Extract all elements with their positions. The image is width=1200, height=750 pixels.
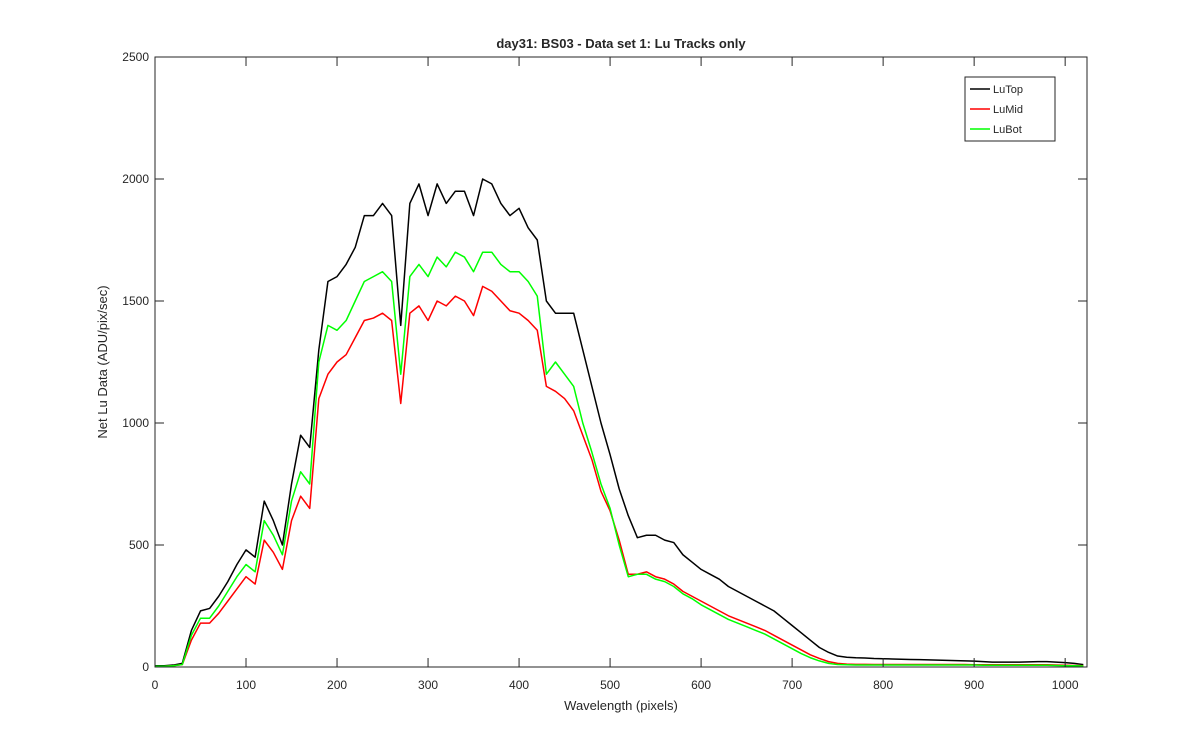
legend-label: LuTop: [993, 84, 1023, 96]
plot-area: [155, 178, 1084, 667]
y-tick-label: 2500: [122, 50, 149, 64]
x-tick-label: 700: [782, 678, 802, 692]
series-line: [155, 178, 1084, 667]
x-tick-label: 500: [600, 678, 620, 692]
x-tick-label: 400: [509, 678, 529, 692]
x-tick-label: 900: [964, 678, 984, 692]
y-axis-label: Net Lu Data (ADU/pix/sec): [95, 285, 110, 438]
y-tick-label: 1500: [122, 294, 149, 308]
y-tick-label: 2000: [122, 172, 149, 186]
x-tick-label: 0: [152, 678, 159, 692]
legend-label: LuBot: [993, 124, 1022, 136]
x-tick-label: 300: [418, 678, 438, 692]
y-tick-label: 1000: [122, 416, 149, 430]
x-tick-label: 100: [236, 678, 256, 692]
chart-title: day31: BS03 - Data set 1: Lu Tracks only: [496, 36, 746, 51]
x-tick-label: 800: [873, 678, 893, 692]
y-tick-label: 0: [142, 660, 149, 674]
legend-label: LuMid: [993, 104, 1023, 116]
x-tick-label: 600: [691, 678, 711, 692]
y-tick-label: 500: [129, 538, 149, 552]
x-tick-label: 200: [327, 678, 347, 692]
x-axis-label: Wavelength (pixels): [564, 698, 678, 713]
series-line: [155, 251, 1084, 667]
x-tick-label: 1000: [1052, 678, 1079, 692]
axes-box: [154, 56, 1088, 668]
